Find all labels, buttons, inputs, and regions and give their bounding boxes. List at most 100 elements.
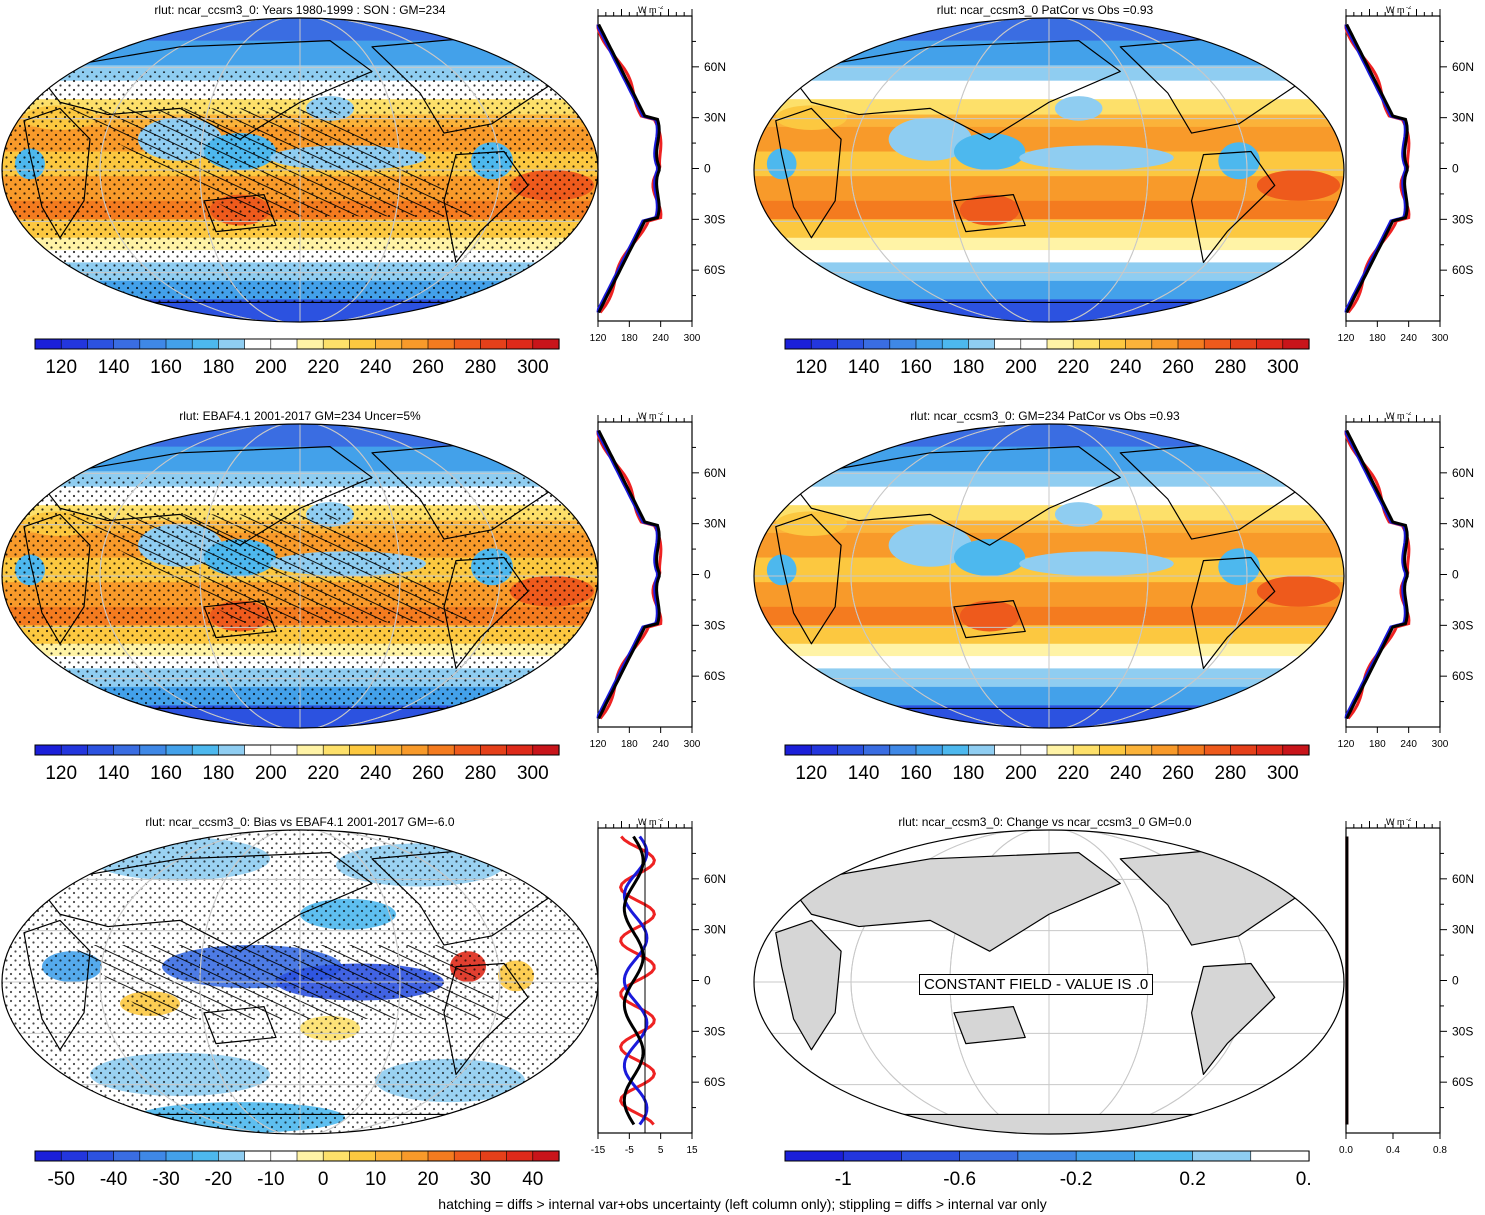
panel-title-3: rlut: EBAF4.1 2001-2017 GM=234 Uncer=5%	[179, 409, 421, 423]
colorbar-swatch	[941, 744, 969, 756]
colorbar-swatch	[296, 744, 324, 756]
colorbar-swatch	[889, 338, 917, 350]
colorbar-tick-label: 0	[318, 1169, 329, 1190]
latitude-tick-label: 60N	[1452, 60, 1474, 74]
colorbar-swatch	[113, 744, 141, 756]
latitude-tick-label: 0	[1452, 974, 1459, 988]
colorbar-tick-label: 40	[522, 1169, 543, 1190]
continent-outline	[35, 40, 373, 140]
profile-unit-label: W m	[1386, 412, 1405, 421]
panel-title-6: rlut: ncar_ccsm3_0: Change vs ncar_ccsm3…	[898, 815, 1192, 829]
colorbar-swatch	[218, 338, 246, 350]
colorbar-tick-label: 300	[517, 763, 549, 784]
colorbar-swatch	[810, 338, 839, 350]
colorbar-tick-label: 0.6	[1296, 1169, 1312, 1190]
profile-x-tick-label: 240	[1400, 739, 1417, 750]
colorbar-swatch	[1151, 338, 1179, 350]
colorbar-tick-label: 280	[1215, 763, 1247, 784]
panel-title-2: rlut: ncar_ccsm3_0 PatCor vs Obs =0.93	[936, 3, 1154, 17]
colorbar-tick-label: -20	[205, 1169, 232, 1190]
colorbar-tick-label: 120	[45, 357, 77, 378]
colorbar-tick-label: 220	[307, 763, 339, 784]
colorbar-swatch	[863, 744, 891, 756]
colorbar-tick-label: 240	[360, 357, 392, 378]
profile-x-tick-label: 120	[1338, 333, 1355, 344]
colorbar-swatch	[322, 1150, 351, 1162]
colorbar-swatch	[113, 1150, 141, 1162]
colorbar-swatch	[139, 744, 167, 756]
profile-unit-label: W m	[638, 412, 657, 421]
colorbar-tick-label: 200	[255, 357, 287, 378]
continent-outline	[2, 1113, 598, 1134]
profile-curve	[1344, 24, 1411, 314]
zonal-profile-5: W m -2 60N 30N 0 30S 60S -15 -5 5 15	[591, 818, 726, 1156]
profile-x-tick-label: 180	[621, 333, 638, 344]
colorbar-swatch	[191, 338, 219, 350]
colorbar-1: 120140160180200220240260280300320	[34, 338, 560, 378]
profile-unit-label: W m	[638, 818, 657, 827]
colorbar-swatch	[401, 744, 429, 756]
continent-outline	[953, 194, 1026, 233]
colorbar-swatch	[1134, 1150, 1194, 1162]
colorbar-swatch	[1072, 338, 1101, 350]
continent-outline	[754, 707, 1344, 728]
colorbar-swatch	[863, 338, 891, 350]
profile-x-tick-label: 0.8	[1433, 1145, 1447, 1156]
colorbar-swatch	[506, 1150, 534, 1162]
colorbar-swatch	[1072, 744, 1101, 756]
profile-x-tick-label: 120	[1338, 739, 1355, 750]
colorbar-swatch	[1099, 338, 1127, 350]
colorbar-tick-label: 160	[150, 763, 182, 784]
latitude-tick-label: 60S	[1452, 263, 1473, 277]
colorbar-swatch	[1075, 1150, 1135, 1162]
profile-x-tick-label: 0.4	[1386, 1145, 1400, 1156]
svg-text:-2: -2	[658, 412, 664, 417]
colorbar-tick-label: 280	[465, 763, 497, 784]
colorbar-swatch	[1177, 744, 1205, 756]
colorbar-swatch	[191, 1150, 219, 1162]
profile-curve	[596, 24, 659, 313]
profile-x-tick-label: -15	[591, 1145, 606, 1156]
colorbar-swatch	[322, 744, 351, 756]
panel-title-1: rlut: ncar_ccsm3_0: Years 1980-1999 : SO…	[154, 3, 446, 17]
colorbar-swatch	[1282, 338, 1310, 350]
colorbar-swatch	[1256, 338, 1284, 350]
colorbar-tick-label: 120	[795, 763, 827, 784]
colorbar-swatch	[480, 1150, 508, 1162]
latitude-tick-label: 0	[704, 162, 711, 176]
colorbar-5: -50-40-30-20-1001020304050	[34, 1150, 560, 1190]
colorbar-swatch	[349, 338, 377, 350]
continent-outline	[754, 301, 1344, 322]
panel-title-4: rlut: ncar_ccsm3_0: GM=234 PatCor vs Obs…	[910, 409, 1180, 423]
profile-x-tick-label: 120	[590, 333, 607, 344]
colorbar-tick-label: 160	[900, 763, 932, 784]
continent-outline	[754, 1113, 1344, 1134]
colorbar-swatch	[901, 1150, 961, 1162]
colorbar-tick-label: 30	[470, 1169, 491, 1190]
colorbar-tick-label: 120	[795, 357, 827, 378]
continent-outline	[203, 1006, 277, 1045]
latitude-tick-label: 0	[704, 974, 711, 988]
colorbar-swatch	[1020, 744, 1048, 756]
colorbar-tick-label: 220	[1057, 357, 1089, 378]
colorbar-swatch	[349, 744, 377, 756]
continent-outline	[953, 600, 1026, 639]
colorbar-tick-label: 180	[953, 763, 985, 784]
zonal-profile-2: W m -2 60N 30N 0 30S 60S 120 180 240 300	[1338, 6, 1474, 344]
latitude-tick-label: 60S	[1452, 1075, 1473, 1089]
colorbar-swatch	[375, 744, 403, 756]
profile-curve	[622, 835, 645, 1126]
colorbar-swatch	[453, 338, 482, 350]
svg-text:-2: -2	[658, 6, 664, 11]
colorbar-swatch	[1125, 744, 1153, 756]
map-climatology-obs	[1, 423, 599, 729]
colorbar-swatch	[453, 744, 482, 756]
colorbar-tick-label: -0.6	[943, 1169, 976, 1190]
colorbar-swatch	[34, 338, 62, 350]
colorbar-tick-label: 240	[360, 763, 392, 784]
colorbar-swatch	[427, 1150, 455, 1162]
latitude-tick-label: 30N	[1452, 111, 1474, 125]
colorbar-swatch	[244, 1150, 272, 1162]
profile-curve	[597, 429, 661, 720]
zonal-profile-4: W m -2 60N 30N 0 30S 60S 120 180 240 300	[1338, 412, 1474, 750]
